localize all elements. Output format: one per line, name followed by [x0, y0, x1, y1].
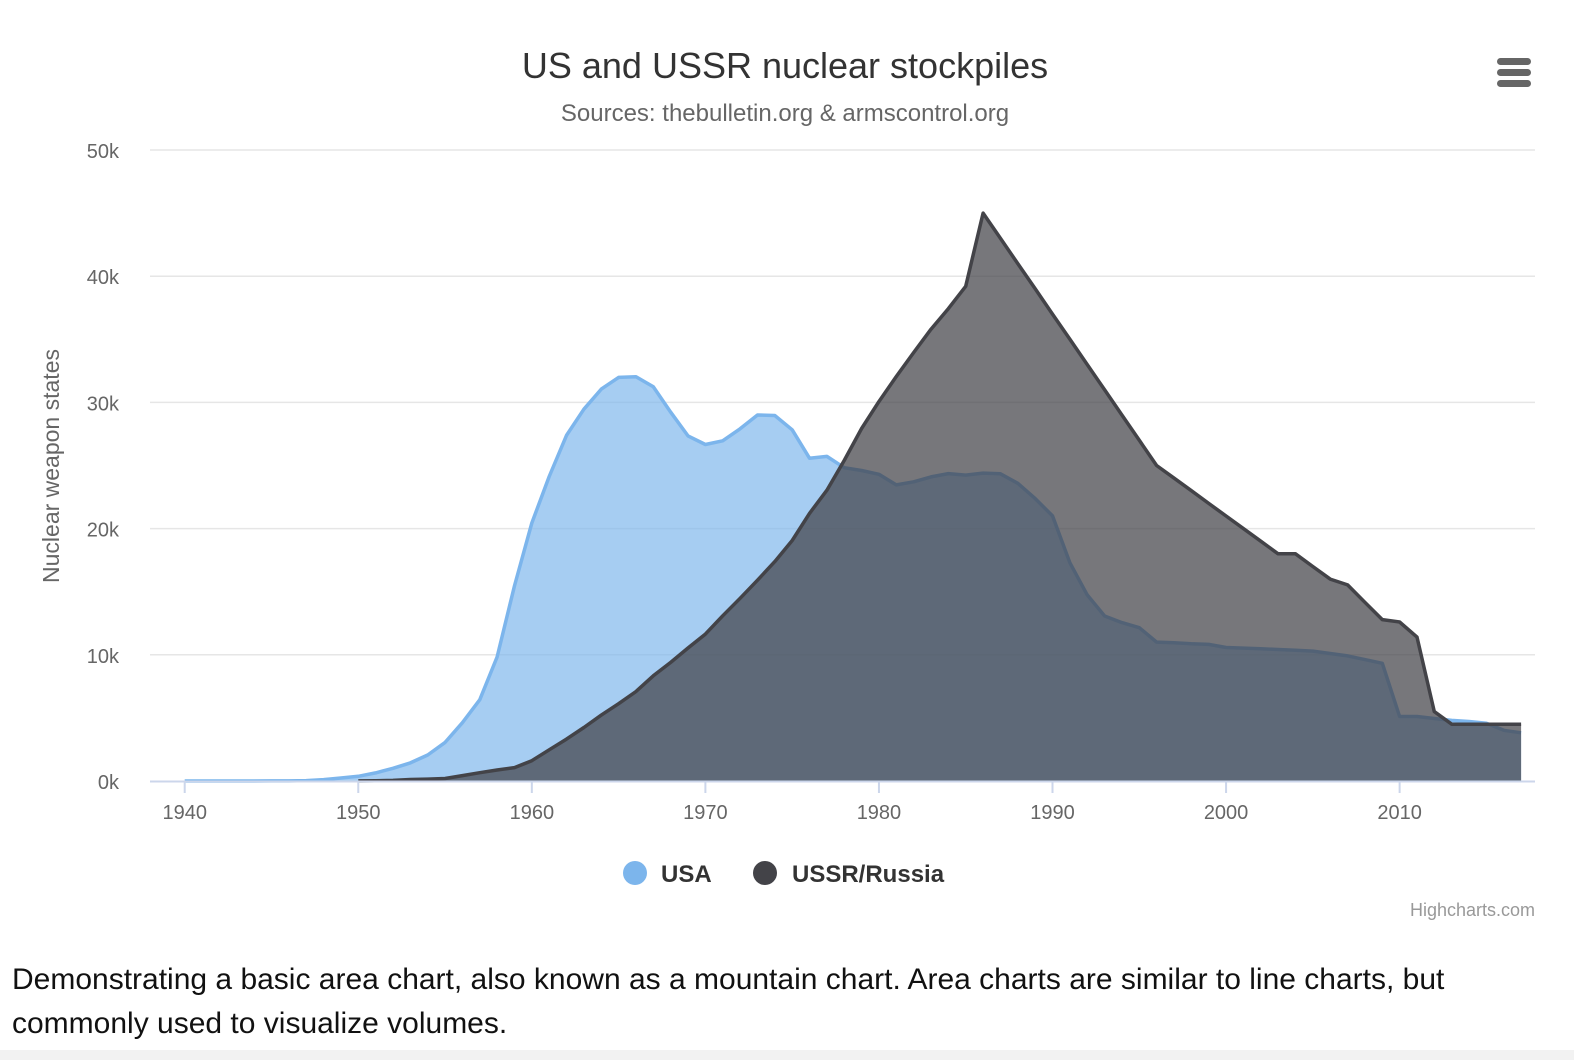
legend-item-ussr-russia[interactable]: USSR/Russia — [753, 861, 945, 888]
y-tick-label: 50k — [87, 141, 120, 163]
y-tick-label: 30k — [87, 393, 120, 415]
y-axis-title: Nuclear weapon states — [38, 349, 64, 583]
x-tick-label: 1990 — [1030, 802, 1075, 824]
x-tick-label: 2000 — [1204, 802, 1249, 824]
x-tick-label: 1980 — [857, 802, 902, 824]
y-tick-label: 40k — [87, 267, 120, 289]
menu-bar — [1497, 80, 1531, 87]
legend-item-usa[interactable]: USA — [623, 861, 712, 888]
series-area-ussr-russia[interactable] — [358, 213, 1522, 782]
page-divider — [0, 1050, 1574, 1060]
menu-bar — [1497, 69, 1531, 76]
series-areas — [184, 211, 1522, 783]
x-tick-label: 1960 — [510, 802, 555, 824]
y-tick-label: 10k — [87, 646, 120, 668]
y-tick-label: 0k — [98, 772, 120, 794]
x-tick-label: 1950 — [336, 802, 381, 824]
x-axis-ticks: 1940 1950 1960 1970 1980 1990 2000 2010 — [162, 781, 1422, 824]
x-tick-label: 1970 — [683, 802, 728, 824]
x-tick-label: 1940 — [162, 802, 207, 824]
area-chart: 1940 1950 1960 1970 1980 1990 2000 2010 0k 10k 20… — [38, 45, 1535, 920]
chart-description: Demonstrating a basic area chart, also k… — [12, 963, 1445, 1040]
y-axis-ticks: 0k 10k 20k 30k 40k 50k — [87, 141, 120, 794]
credits-link[interactable]: Highcharts.com — [1410, 900, 1535, 920]
series-line-ussr-russia[interactable] — [358, 211, 1522, 783]
legend-label-usa: USA — [661, 861, 712, 888]
legend-marker-ussr-russia — [753, 861, 777, 885]
menu-bar — [1497, 58, 1531, 65]
x-tick-label: 2010 — [1377, 802, 1422, 824]
legend-marker-usa — [623, 861, 647, 885]
legend: USA USSR/Russia — [623, 861, 945, 888]
y-tick-label: 20k — [87, 520, 120, 542]
chart-title: US and USSR nuclear stockpiles — [522, 45, 1048, 86]
chart-subtitle: Sources: thebulletin.org & armscontrol.o… — [561, 100, 1009, 127]
chart-container: 1940 1950 1960 1970 1980 1990 2000 2010 0k 10k 20… — [38, 45, 1538, 920]
hamburger-menu-icon[interactable] — [1490, 54, 1538, 94]
legend-label-ussr-russia: USSR/Russia — [792, 861, 945, 888]
